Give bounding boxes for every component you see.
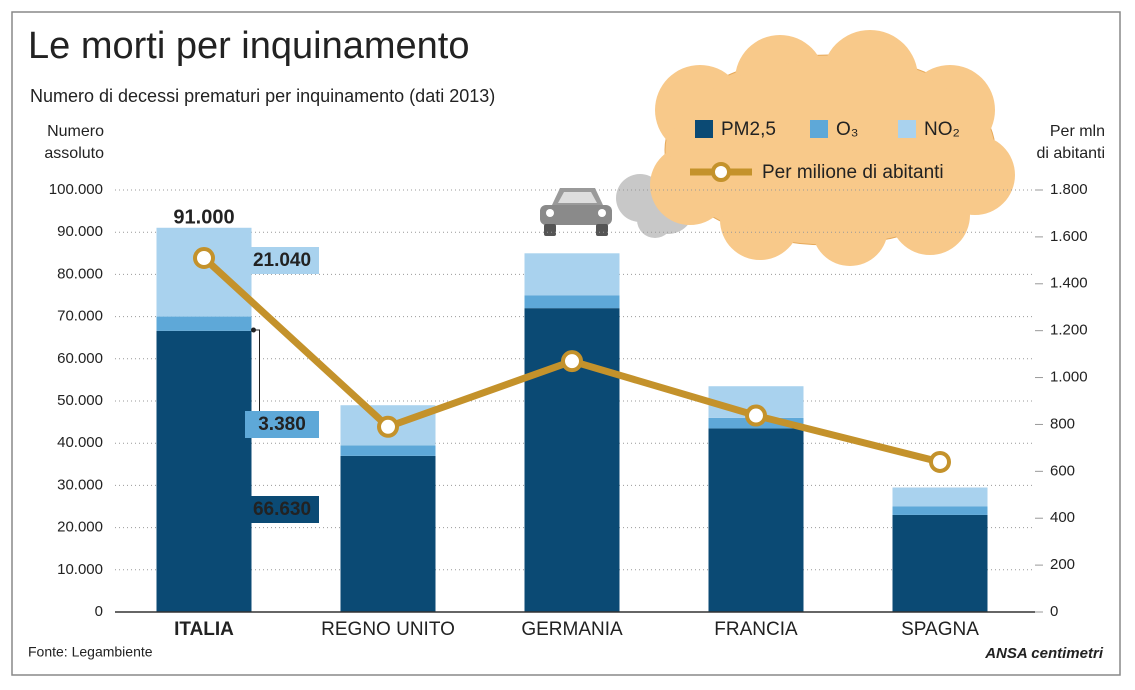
bar-segment [524, 253, 620, 296]
value-label: 21.040 [253, 250, 311, 271]
bar-segment [892, 487, 988, 507]
y-axis-label: Numero [47, 123, 104, 140]
y-tick-label: 100.000 [49, 181, 103, 198]
line-marker [193, 246, 215, 269]
legend-swatch [898, 120, 916, 138]
credit: ANSA centimetri [984, 645, 1104, 662]
y-tick-label: 10.000 [57, 561, 103, 578]
x-tick-label: FRANCIA [714, 619, 798, 640]
x-tick-label: SPAGNA [901, 619, 979, 640]
car-icon [540, 188, 612, 236]
y2-tick-label: 1.200 [1050, 322, 1088, 339]
legend-marker [711, 162, 731, 182]
bar-segment [708, 428, 804, 612]
y-axis-label: assoluto [44, 145, 104, 162]
line-marker [929, 450, 951, 473]
y2-tick-label: 1.600 [1050, 228, 1088, 245]
legend-label: PM2,5 [721, 119, 776, 140]
bar-segment [340, 445, 436, 456]
y-tick-label: 40.000 [57, 434, 103, 451]
bar-segment [892, 506, 988, 515]
x-tick-label: REGNO UNITO [321, 619, 455, 640]
y-tick-label: 60.000 [57, 350, 103, 367]
value-label-box [245, 411, 319, 438]
bar-segment [156, 227, 252, 317]
bar-segment [524, 295, 620, 309]
bar-segment [892, 514, 988, 612]
chart-subtitle: Numero di decessi prematuri per inquinam… [30, 86, 495, 106]
y2-tick-label: 800 [1050, 415, 1075, 432]
legend-swatch [810, 120, 828, 138]
y2-tick-label: 1.000 [1050, 369, 1088, 386]
y2-axis-label: di abitanti [1037, 145, 1106, 162]
x-tick-label: ITALIA [174, 619, 234, 640]
line-marker [745, 404, 767, 427]
y-tick-label: 50.000 [57, 392, 103, 409]
legend-swatch [695, 120, 713, 138]
y2-tick-label: 0 [1050, 603, 1058, 620]
y-tick-label: 70.000 [57, 308, 103, 325]
total-label: 91.000 [173, 206, 234, 228]
y2-axis-label: Per mln [1050, 123, 1105, 140]
legend-label: O₃ [836, 119, 859, 140]
y2-tick-label: 1.400 [1050, 275, 1088, 292]
y2-tick-label: 1.800 [1050, 181, 1088, 198]
y-tick-label: 0 [95, 603, 103, 620]
value-label: 66.630 [253, 499, 311, 520]
y-tick-label: 30.000 [57, 476, 103, 493]
value-label-box [245, 247, 319, 274]
y2-tick-label: 200 [1050, 556, 1075, 573]
source: Fonte: Legambiente [28, 644, 153, 660]
bar-segment [340, 455, 436, 612]
y-tick-label: 80.000 [57, 265, 103, 282]
cloud [616, 30, 1015, 266]
bar-segment [156, 330, 252, 612]
value-label-box [245, 496, 319, 523]
value-label: 3.380 [258, 414, 306, 435]
y-tick-label: 20.000 [57, 519, 103, 536]
legend-label: Per milione di abitanti [762, 162, 944, 183]
bar-segment [156, 316, 252, 331]
legend-label: NO₂ [924, 119, 960, 140]
line-marker [561, 350, 583, 373]
x-tick-label: GERMANIA [521, 619, 623, 640]
line-marker [377, 415, 399, 438]
y2-tick-label: 600 [1050, 462, 1075, 479]
y-tick-label: 90.000 [57, 223, 103, 240]
chart-title: Le morti per inquinamento [28, 25, 469, 67]
y2-tick-label: 400 [1050, 509, 1075, 526]
